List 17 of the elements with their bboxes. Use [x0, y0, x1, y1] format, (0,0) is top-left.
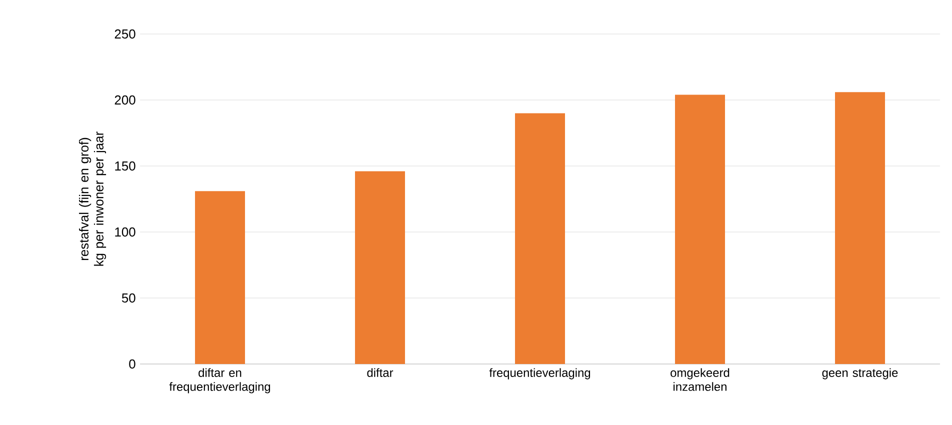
bar — [195, 191, 245, 364]
y-tick-label: 250 — [114, 29, 136, 39]
bar — [675, 94, 726, 364]
y-tick-label: 200 — [114, 95, 136, 105]
y-tick-label: 0 — [129, 359, 136, 369]
x-tick-label: omgekeerd inzamelen — [670, 368, 730, 391]
y-tick-label: 50 — [122, 293, 136, 303]
y-tick-label: 150 — [115, 161, 136, 171]
y-tick-label: 100 — [115, 227, 136, 237]
y-axis-title: restafval (fijn en grof) kg per inwoner per jaar — [79, 132, 106, 266]
x-tick-label: diftar en frequentieverlaging — [169, 368, 270, 394]
bar — [355, 171, 406, 364]
bar — [835, 92, 886, 364]
x-tick-label: diftar — [367, 368, 394, 377]
x-tick-label: frequentieverlaging — [489, 368, 590, 380]
x-tick-label: geen strategie — [822, 368, 898, 380]
bar — [515, 113, 566, 364]
